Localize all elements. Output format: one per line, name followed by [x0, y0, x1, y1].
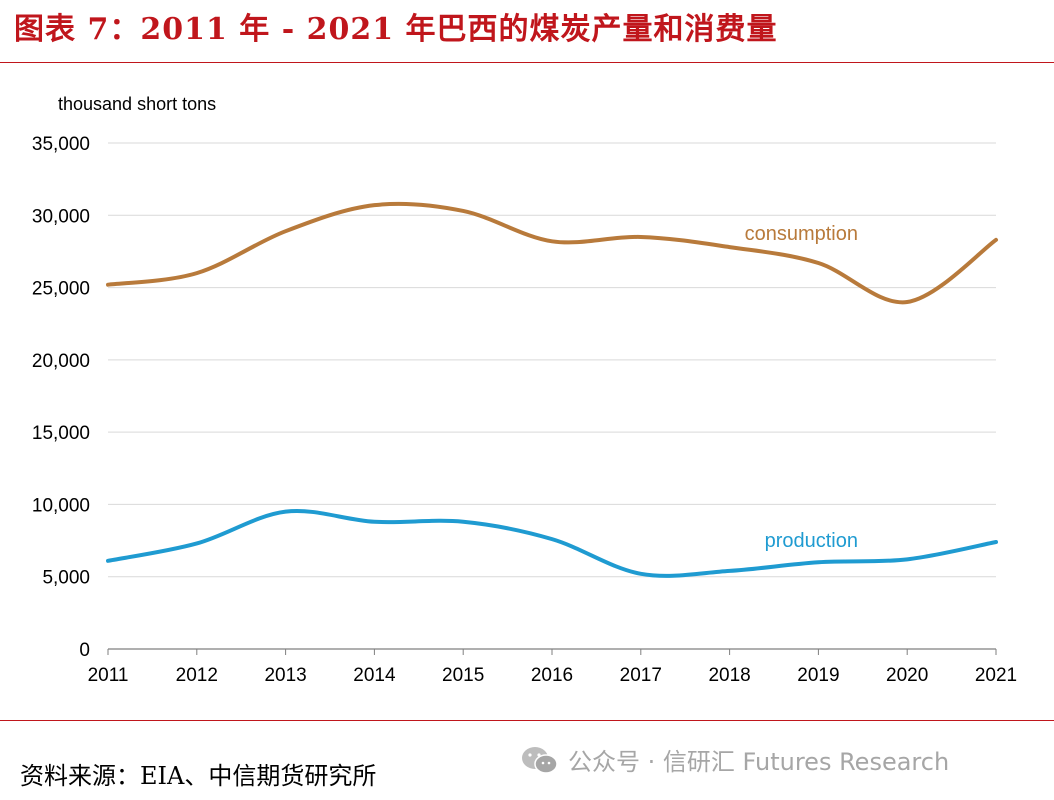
- title-divider: [0, 62, 1054, 63]
- wechat-icon: [522, 746, 558, 774]
- y-tick-label: 35,000: [32, 134, 90, 155]
- series-line-consumption: [106, 201, 998, 305]
- series-label-consumption: consumption: [745, 223, 858, 245]
- x-tick-label: 2017: [620, 665, 662, 686]
- source-note: 资料来源：EIA、中信期货研究所: [20, 762, 377, 790]
- x-tick-label: 2016: [531, 665, 573, 686]
- y-tick-label: 5,000: [42, 568, 90, 589]
- y-tick-label: 25,000: [32, 279, 90, 300]
- x-tick-label: 2014: [353, 665, 396, 686]
- x-tick-label: 2013: [264, 665, 306, 686]
- watermark: 公众号 · 信研汇 Futures Research: [520, 742, 949, 777]
- y-tick-label: 10,000: [32, 495, 90, 516]
- x-tick-label: 2012: [176, 665, 218, 686]
- x-tick-label: 2011: [88, 665, 129, 686]
- chart-title: 图表 7：2011 年 - 2021 年巴西的煤炭产量和消费量: [14, 12, 778, 47]
- y-axis-unit-label: thousand short tons: [58, 94, 216, 114]
- series-line-production: [106, 509, 998, 578]
- series-label-production: production: [765, 530, 858, 552]
- x-tick-label: 2018: [708, 665, 750, 686]
- footer-divider: [0, 720, 1054, 721]
- x-tick-label: 2015: [442, 665, 484, 686]
- line-chart: thousand short tons 0 5,000 10,000 15,000 20,…: [32, 94, 1017, 686]
- x-tick-label: 2021: [975, 665, 1017, 686]
- x-tick-label: 2020: [886, 665, 928, 686]
- y-tick-label: 20,000: [32, 351, 90, 372]
- y-tick-label: 0: [79, 640, 90, 661]
- watermark-text: 公众号 · 信研汇 Futures Research: [568, 748, 950, 776]
- y-tick-label: 30,000: [32, 206, 90, 227]
- y-tick-label: 15,000: [32, 423, 90, 444]
- x-tick-label: 2019: [797, 665, 839, 686]
